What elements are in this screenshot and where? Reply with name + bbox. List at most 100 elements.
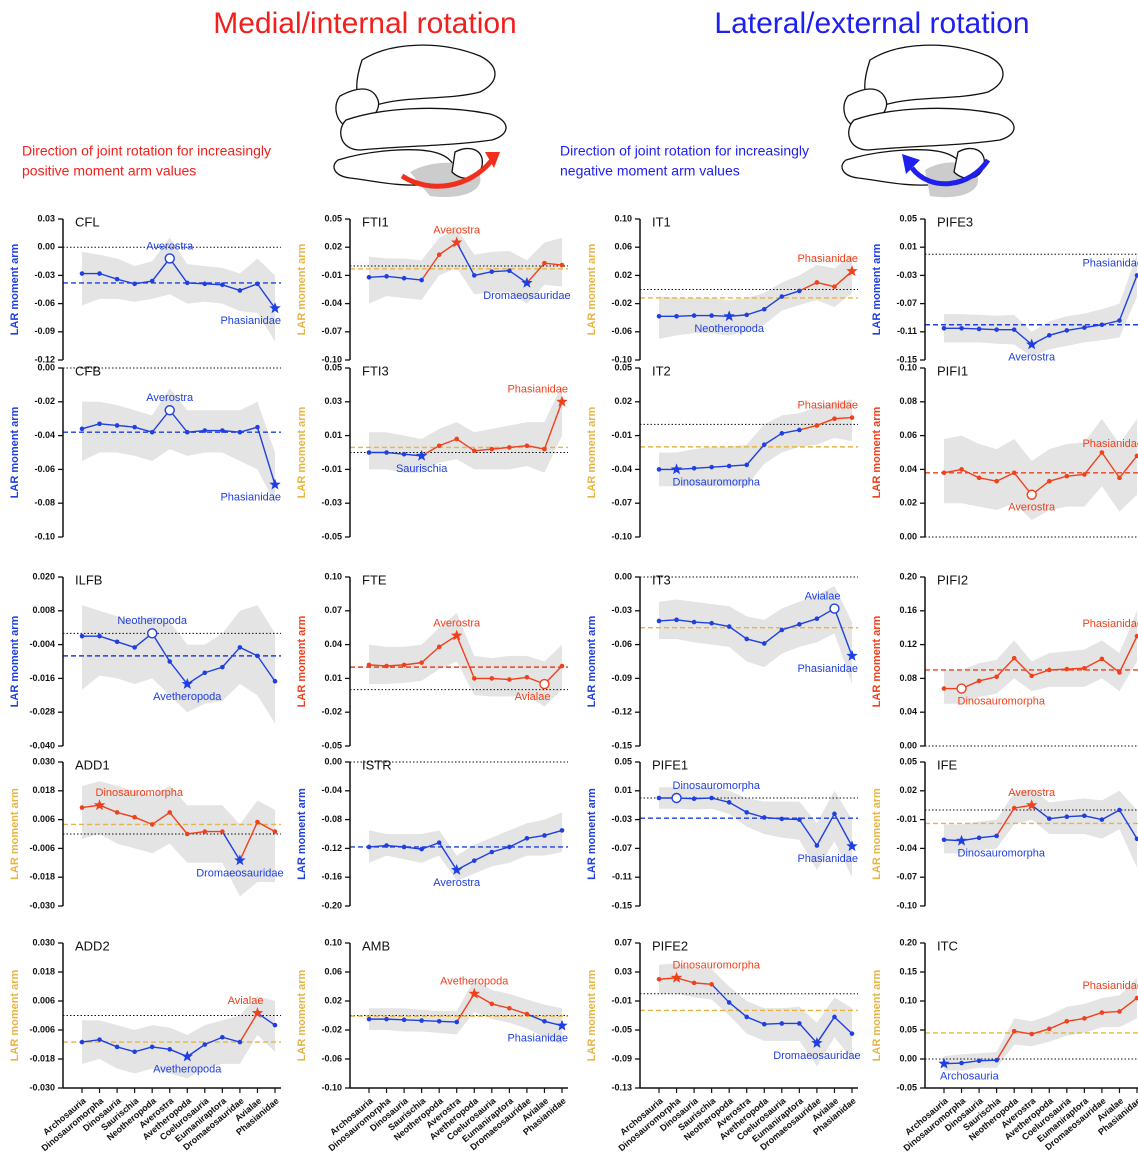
data-point xyxy=(150,822,155,827)
panel-title: IFE xyxy=(937,757,958,772)
data-point xyxy=(402,1018,407,1023)
panel-title: IT1 xyxy=(652,214,671,229)
data-point xyxy=(384,664,389,669)
y-tick-label: 0.01 xyxy=(899,242,917,252)
y-tick-label: 0.10 xyxy=(899,995,917,1005)
y-tick-label: 0.030 xyxy=(32,756,55,766)
y-tick-label: -0.15 xyxy=(611,900,632,910)
panel: 0.0200.008-0.004-0.016-0.028-0.040ILFBLA… xyxy=(9,571,281,750)
data-point xyxy=(1012,1029,1017,1034)
data-point xyxy=(1100,1010,1105,1015)
data-point xyxy=(367,450,372,455)
data-point xyxy=(542,833,547,838)
data-point xyxy=(238,1040,243,1045)
y-axis-label: LAR moment arm xyxy=(296,615,308,707)
data-point xyxy=(255,282,260,287)
data-point xyxy=(1012,327,1017,332)
data-point xyxy=(402,276,407,281)
y-axis-label: LAR moment arm xyxy=(871,969,883,1061)
line-segment xyxy=(422,1021,440,1022)
data-point xyxy=(203,1042,208,1047)
panel-title: ADD2 xyxy=(75,938,110,953)
data-point xyxy=(507,845,512,850)
y-tick-label: -0.10 xyxy=(321,1082,342,1092)
data-point xyxy=(384,1017,389,1022)
panel: 0.050.01-0.03-0.07-0.11-0.15PIFE1LAR mom… xyxy=(586,756,858,910)
left-caption: Direction of joint rotation for increasi… xyxy=(22,143,271,159)
y-tick-label: 0.20 xyxy=(899,937,917,947)
panel-title: ITC xyxy=(937,938,958,953)
y-axis-label: LAR moment arm xyxy=(871,788,883,880)
line-segment xyxy=(782,819,800,820)
open-marker xyxy=(830,604,839,613)
data-point xyxy=(525,443,530,448)
data-point xyxy=(402,845,407,850)
data-point xyxy=(560,828,565,833)
data-point xyxy=(367,275,372,280)
data-point xyxy=(832,1015,837,1020)
y-tick-label: 0.00 xyxy=(37,242,55,252)
data-point xyxy=(1065,474,1070,479)
data-point xyxy=(815,423,820,428)
data-point xyxy=(1012,806,1017,811)
data-point xyxy=(402,452,407,457)
data-point xyxy=(238,645,243,650)
annotation: Dromaeosauridae xyxy=(483,290,570,302)
data-point xyxy=(507,268,512,273)
y-tick-label: -0.11 xyxy=(612,872,632,882)
y-tick-label: -0.04 xyxy=(321,298,342,308)
y-tick-label: -0.07 xyxy=(896,872,917,882)
data-point xyxy=(132,425,137,430)
y-tick-label: -0.06 xyxy=(611,326,632,336)
data-point xyxy=(762,641,767,646)
y-tick-label: -0.12 xyxy=(321,843,342,853)
data-point xyxy=(1117,1009,1122,1014)
data-point xyxy=(185,832,190,837)
line-segment xyxy=(369,276,387,277)
y-tick-label: 0.05 xyxy=(899,1024,917,1034)
annotation: Phasianidae xyxy=(797,663,858,675)
data-point xyxy=(959,1061,964,1066)
data-point xyxy=(977,836,982,841)
y-tick-label: 0.08 xyxy=(899,396,917,406)
data-point xyxy=(1117,808,1122,813)
data-point xyxy=(472,273,477,278)
y-tick-label: 0.02 xyxy=(614,396,632,406)
y-axis-label: LAR moment arm xyxy=(9,788,21,880)
panel: 0.050.01-0.03-0.07-0.11-0.15PIFE3LAR mom… xyxy=(871,213,1138,364)
panel: 0.050.030.01-0.01-0.03-0.05FTI3LAR momen… xyxy=(296,362,568,541)
y-tick-label: 0.15 xyxy=(899,966,917,976)
panel-title: CFL xyxy=(75,214,100,229)
data-point xyxy=(255,654,260,659)
annotation: Avetheropoda xyxy=(153,691,222,703)
line-segment xyxy=(962,328,980,329)
annotation: Dinosauromorpha xyxy=(673,476,761,488)
data-point xyxy=(132,645,137,650)
data-point xyxy=(942,470,947,475)
data-point xyxy=(203,282,208,287)
data-point xyxy=(384,274,389,279)
data-point xyxy=(542,1019,547,1024)
data-point xyxy=(762,442,767,447)
data-point xyxy=(815,280,820,285)
annotation: Avialae xyxy=(805,590,841,602)
data-point xyxy=(1082,666,1087,671)
y-axis-label: LAR moment arm xyxy=(9,243,21,335)
data-point xyxy=(1100,322,1105,327)
line-segment xyxy=(1049,669,1067,670)
y-tick-label: -0.04 xyxy=(321,785,342,795)
annotation: Averostra xyxy=(146,240,194,252)
panel-title: FTE xyxy=(362,572,387,587)
y-tick-label: 0.10 xyxy=(614,213,632,223)
figure: Medial/internal rotation Lateral/externa… xyxy=(0,0,1138,1159)
open-marker xyxy=(540,680,549,689)
y-tick-label: 0.01 xyxy=(614,785,632,795)
data-point xyxy=(472,449,477,454)
data-point xyxy=(780,294,785,299)
y-tick-label: -0.02 xyxy=(611,298,632,308)
y-tick-label: -0.030 xyxy=(29,900,55,910)
data-point xyxy=(367,663,372,668)
panel: 0.070.03-0.01-0.05-0.09-0.13PIFE2LAR mom… xyxy=(586,937,861,1153)
y-tick-label: -0.02 xyxy=(321,707,342,717)
data-point xyxy=(419,1018,424,1023)
